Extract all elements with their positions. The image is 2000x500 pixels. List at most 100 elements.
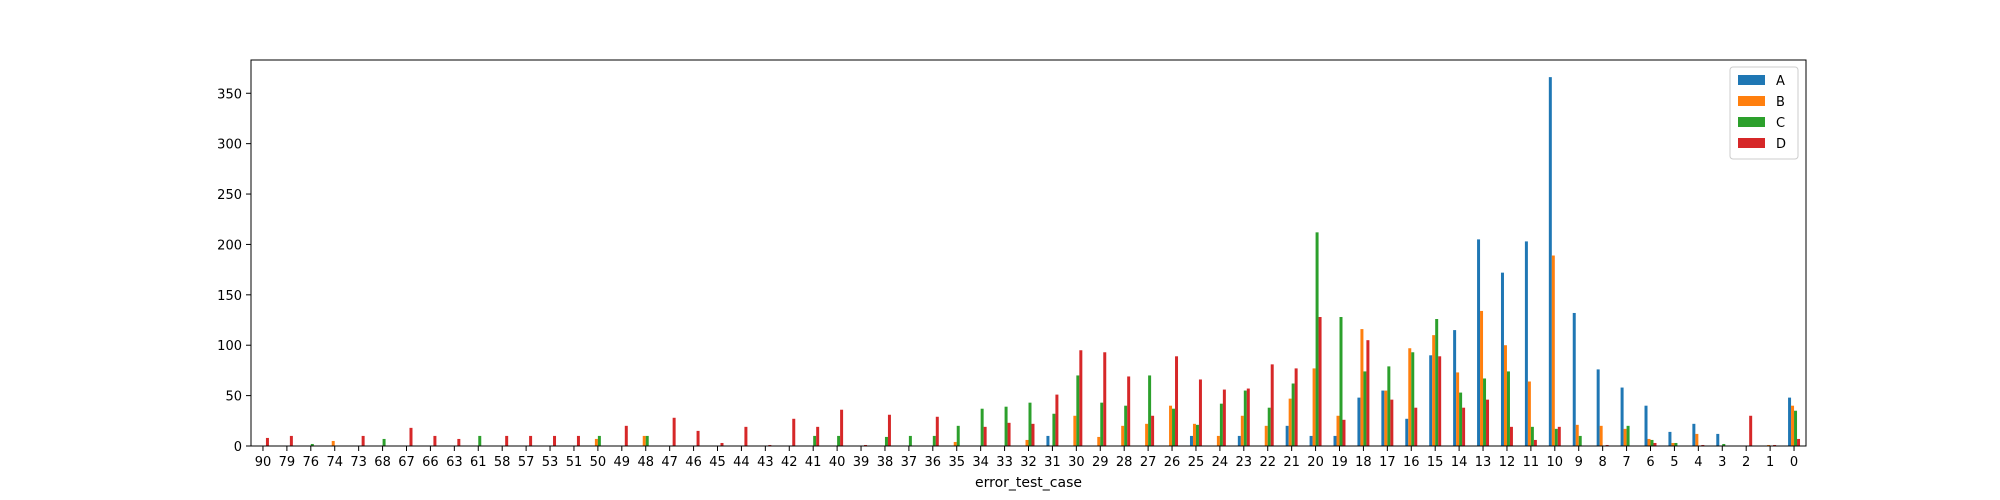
bar-C-34 [980, 408, 984, 446]
bar-C-37 [908, 435, 912, 446]
bar-D-63 [457, 438, 461, 446]
bar-D-13 [1486, 399, 1490, 446]
bar-D-12 [1509, 426, 1513, 446]
bar-A-18 [1357, 397, 1361, 446]
bar-D-73 [361, 435, 365, 446]
bar-D-1 [1773, 444, 1777, 446]
bar-B-14 [1456, 372, 1460, 446]
bar-B-50 [594, 438, 598, 446]
x-tick-label: 23 [1236, 455, 1253, 470]
x-tick-label: 5 [1670, 455, 1678, 470]
bar-C-22 [1267, 407, 1271, 446]
bar-B-74 [331, 440, 335, 446]
legend-swatch-C [1738, 117, 1765, 127]
x-tick-label: 61 [470, 455, 487, 470]
y-tick-label: 100 [217, 339, 242, 354]
bar-C-27 [1148, 375, 1152, 446]
x-tick-label: 90 [255, 455, 272, 470]
bar-D-57 [529, 435, 533, 446]
bar-D-66 [433, 435, 437, 446]
bar-B-22 [1264, 425, 1268, 446]
x-tick-label: 44 [733, 455, 750, 470]
x-tick-label: 79 [279, 455, 296, 470]
bar-B-20 [1312, 368, 1316, 446]
bar-C-35 [956, 425, 960, 446]
bar-D-18 [1366, 340, 1370, 446]
bar-D-44 [744, 426, 748, 446]
legend-swatch-A [1738, 75, 1765, 85]
bar-B-16 [1408, 348, 1412, 446]
x-tick-label: 9 [1575, 455, 1583, 470]
y-tick-label: 50 [225, 390, 242, 405]
bar-C-29 [1100, 402, 1104, 446]
bar-D-23 [1246, 388, 1250, 446]
bar-B-6 [1647, 438, 1651, 446]
x-tick-label: 45 [709, 455, 726, 470]
x-tick-label: 26 [1164, 455, 1181, 470]
x-tick-label: 6 [1646, 455, 1654, 470]
bar-A-16 [1405, 418, 1409, 446]
x-tick-label: 2 [1742, 455, 1750, 470]
x-tick-label: 21 [1283, 455, 1300, 470]
y-tick-label: 0 [234, 440, 242, 455]
bar-C-10 [1554, 428, 1558, 446]
bar-C-68 [382, 438, 386, 446]
bar-B-27 [1145, 423, 1149, 446]
x-tick-label: 63 [446, 455, 463, 470]
x-tick-label: 47 [661, 455, 678, 470]
legend-swatch-B [1738, 96, 1765, 106]
bar-B-12 [1503, 345, 1507, 446]
x-tick-label: 74 [326, 455, 343, 470]
bar-C-76 [310, 443, 314, 446]
bar-D-31 [1055, 394, 1059, 446]
bar-C-19 [1339, 317, 1343, 446]
x-axis-title: error_test_case [975, 475, 1082, 491]
x-tick-label: 35 [948, 455, 965, 470]
x-tick-label: 4 [1694, 455, 1702, 470]
bar-D-22 [1270, 364, 1274, 446]
bar-B-8 [1599, 425, 1603, 446]
legend-label-D: D [1776, 137, 1786, 152]
x-tick-label: 24 [1212, 455, 1229, 470]
bar-C-24 [1219, 403, 1223, 446]
bar-B-5 [1671, 442, 1675, 446]
bar-D-43 [768, 444, 772, 446]
bar-A-3 [1716, 433, 1720, 446]
x-tick-label: 39 [853, 455, 870, 470]
bar-D-58 [505, 435, 509, 446]
bar-D-41 [816, 426, 820, 446]
bar-C-23 [1243, 390, 1247, 446]
bars-layer [265, 77, 1801, 446]
bar-A-31 [1046, 435, 1050, 446]
bar-D-33 [1007, 422, 1011, 446]
bar-A-23 [1237, 435, 1241, 446]
bar-A-12 [1500, 272, 1504, 446]
bar-C-25 [1195, 424, 1199, 446]
x-tick-label: 29 [1092, 455, 1109, 470]
x-tick-label: 33 [996, 455, 1013, 470]
bar-C-16 [1411, 352, 1415, 446]
bar-D-36 [935, 416, 939, 446]
bar-C-28 [1124, 405, 1128, 446]
x-tick-label: 3 [1718, 455, 1726, 470]
x-tick-label: 10 [1547, 455, 1564, 470]
bar-A-13 [1477, 239, 1481, 446]
bar-B-0 [1791, 405, 1795, 446]
x-tick-label: 76 [303, 455, 320, 470]
x-tick-label: 34 [972, 455, 989, 470]
bar-C-15 [1435, 319, 1439, 446]
x-tick-label: 51 [566, 455, 583, 470]
bar-C-21 [1291, 383, 1295, 446]
bar-A-21 [1285, 425, 1289, 446]
bar-C-50 [597, 435, 601, 446]
bar-D-28 [1127, 376, 1131, 446]
x-tick-label: 14 [1451, 455, 1468, 470]
x-tick-label: 25 [1188, 455, 1205, 470]
bar-D-25 [1198, 379, 1202, 446]
x-tick-label: 1 [1766, 455, 1774, 470]
bar-D-40 [840, 409, 844, 446]
x-tick-label: 66 [422, 455, 439, 470]
x-tick-label: 12 [1499, 455, 1516, 470]
